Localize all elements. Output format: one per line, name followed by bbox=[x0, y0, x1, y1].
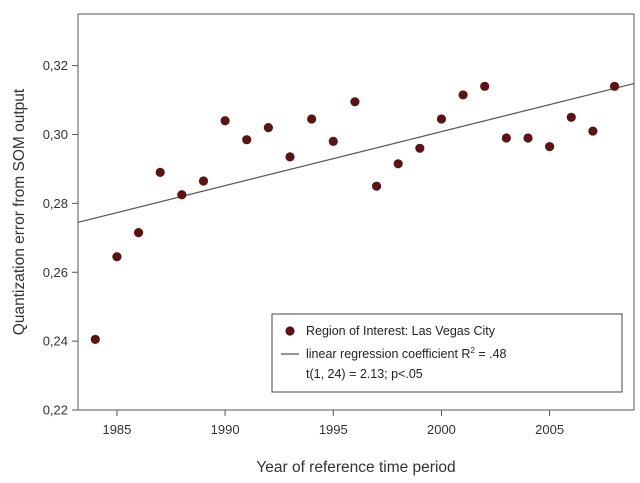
y-tick-label: 0,24 bbox=[43, 334, 68, 349]
legend-label-line-sup: 2 bbox=[470, 346, 475, 355]
series-layer bbox=[77, 81, 635, 345]
data-point bbox=[371, 181, 382, 191]
data-point bbox=[523, 133, 533, 143]
data-point bbox=[155, 167, 165, 177]
data-point bbox=[566, 112, 576, 122]
regression-line bbox=[77, 82, 635, 223]
x-tick-label: 1990 bbox=[211, 422, 240, 437]
x-tick-label: 2000 bbox=[427, 422, 456, 437]
data-point bbox=[458, 90, 468, 100]
x-tick-label: 2005 bbox=[535, 422, 564, 437]
data-point bbox=[480, 81, 490, 91]
data-point bbox=[263, 123, 273, 133]
data-point bbox=[242, 135, 252, 145]
data-point bbox=[501, 133, 511, 143]
y-tick-label: 0,28 bbox=[43, 196, 68, 211]
y-axis-title: Quantization error from SOM output bbox=[11, 88, 28, 335]
data-point bbox=[588, 126, 598, 136]
y-tick-label: 0,30 bbox=[43, 127, 68, 142]
y-axis: 0,22 0,24 0,26 0,28 0,30 0,32 bbox=[43, 58, 78, 418]
data-point bbox=[198, 176, 209, 186]
plot-area bbox=[77, 13, 635, 411]
data-point bbox=[328, 136, 338, 147]
legend: Region of Interest: Las Vegas City linea… bbox=[271, 313, 623, 393]
x-tick-label: 1995 bbox=[319, 422, 348, 437]
data-point bbox=[285, 152, 295, 162]
data-point bbox=[415, 143, 425, 153]
data-point bbox=[307, 114, 317, 124]
data-point bbox=[112, 252, 122, 262]
legend-label-stats: t(1, 24) = 2.13; p<.05 bbox=[306, 367, 423, 381]
x-tick-label: 1985 bbox=[102, 422, 131, 437]
legend-box bbox=[271, 313, 623, 393]
data-point bbox=[609, 81, 620, 91]
data-point bbox=[177, 190, 187, 200]
legend-label-line-main: linear regression coefficient R bbox=[306, 347, 470, 361]
data-point bbox=[545, 141, 555, 152]
y-tick-label: 0,26 bbox=[43, 265, 68, 280]
x-axis: 1985 1990 1995 2000 2005 bbox=[102, 410, 564, 437]
data-point bbox=[436, 114, 447, 124]
legend-label-line-tail: = .48 bbox=[475, 347, 507, 361]
legend-label-line: linear regression coefficient R2 = .48 bbox=[306, 346, 507, 361]
data-point bbox=[350, 97, 360, 107]
data-point bbox=[220, 116, 230, 126]
y-tick-label: 0,22 bbox=[43, 403, 68, 418]
data-point bbox=[133, 228, 144, 238]
data-point bbox=[90, 334, 100, 345]
legend-label-points: Region of Interest: Las Vegas City bbox=[306, 324, 496, 338]
x-axis-title: Year of reference time period bbox=[256, 459, 455, 476]
y-tick-label: 0,32 bbox=[43, 58, 68, 73]
legend-marker-points bbox=[285, 326, 295, 336]
data-point bbox=[393, 159, 403, 169]
